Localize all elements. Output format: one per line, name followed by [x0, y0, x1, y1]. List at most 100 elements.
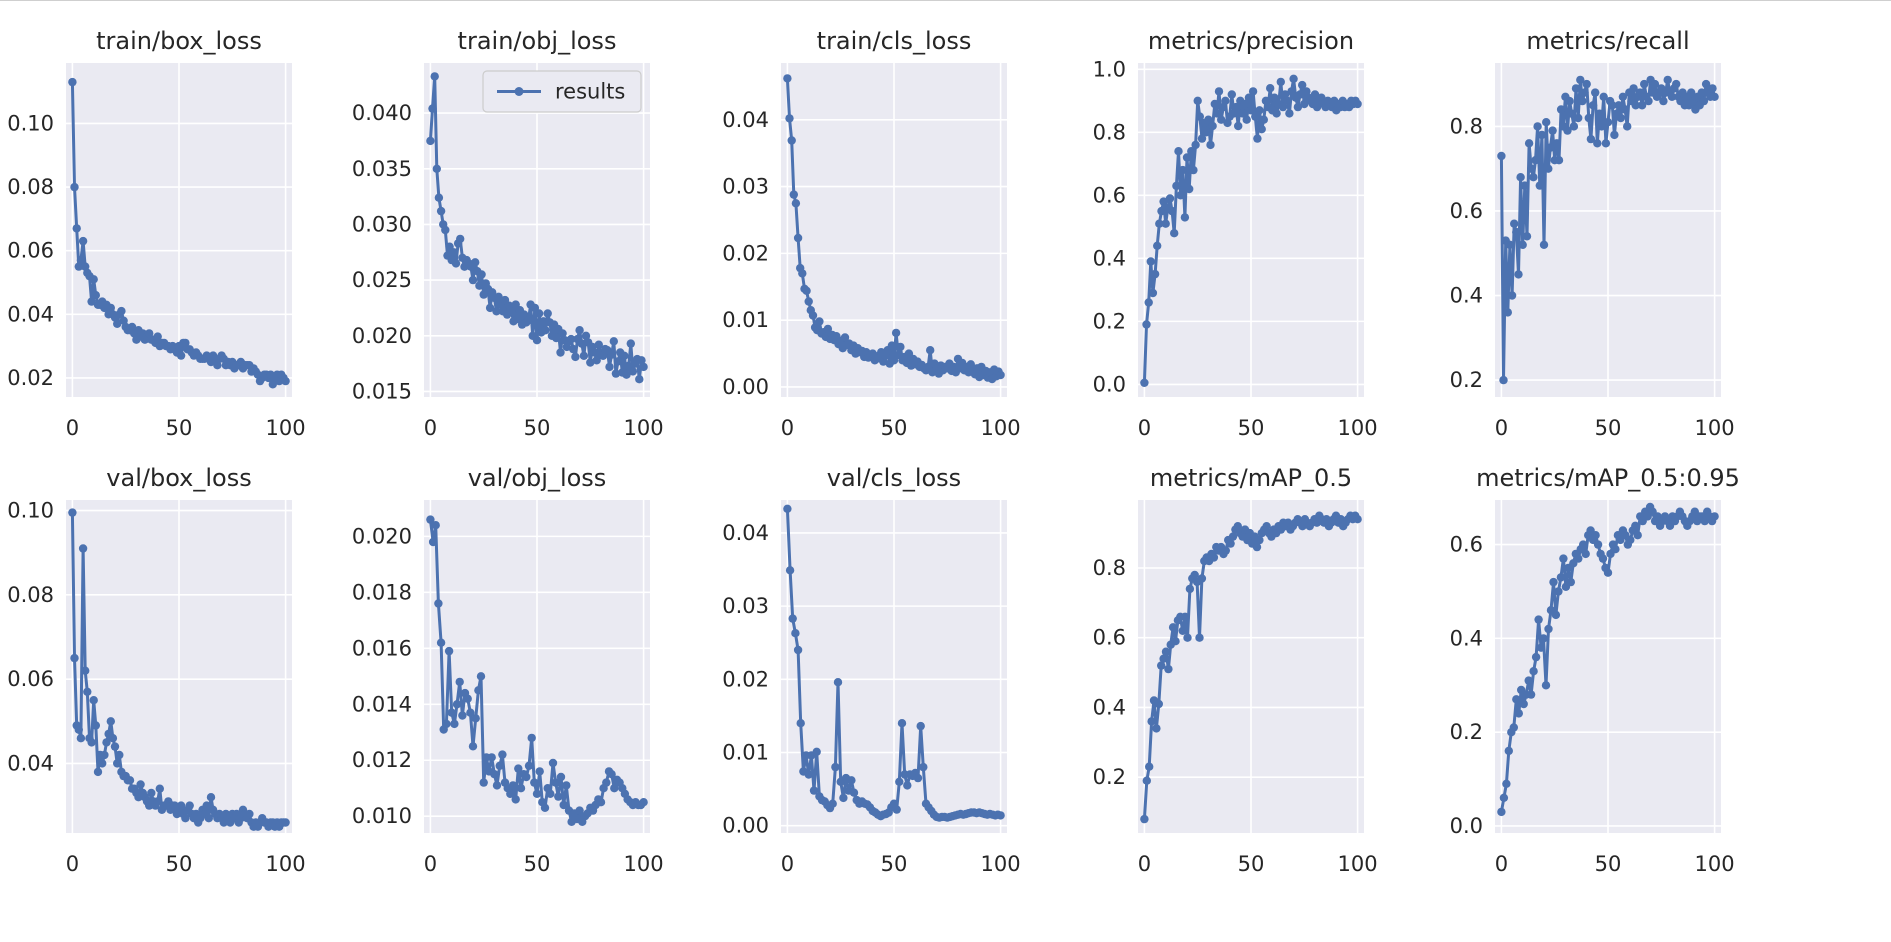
y-tick-label: 0.10 — [7, 499, 54, 523]
data-point — [1183, 633, 1192, 642]
data-point — [136, 332, 145, 341]
data-point — [633, 354, 642, 364]
data-point — [895, 777, 904, 786]
data-point — [268, 818, 277, 827]
x-tick-label: 100 — [981, 852, 1021, 876]
data-point — [1327, 518, 1336, 527]
legend-box — [482, 70, 642, 113]
data-point — [853, 344, 862, 353]
data-point — [100, 303, 109, 313]
data-point — [234, 818, 243, 827]
data-point — [1167, 206, 1177, 216]
x-tick-label: 0 — [424, 852, 437, 876]
data-point — [820, 797, 829, 806]
data-point — [1700, 516, 1709, 526]
data-point — [1303, 518, 1312, 527]
data-point — [206, 357, 216, 367]
y-tick-label: 0.4 — [1093, 246, 1126, 270]
data-point — [442, 719, 451, 729]
y-tick-label: 0.8 — [1093, 120, 1126, 144]
data-point — [962, 362, 971, 372]
data-point — [281, 818, 290, 827]
data-point — [935, 813, 944, 822]
data-point — [436, 206, 446, 216]
data-point — [255, 818, 265, 827]
data-point — [1638, 516, 1647, 526]
data-point — [979, 370, 988, 380]
data-point — [1341, 518, 1350, 527]
data-point — [620, 351, 629, 360]
y-tick-label: 0.0 — [1093, 372, 1126, 396]
data-point — [530, 778, 539, 787]
data-point — [172, 348, 182, 357]
data-point — [801, 751, 811, 760]
data-point — [1221, 546, 1231, 555]
data-point — [172, 809, 182, 819]
data-point — [447, 708, 456, 717]
data-point — [1652, 92, 1662, 102]
data-point — [200, 809, 209, 819]
data-point — [104, 310, 113, 319]
data-point — [898, 356, 907, 365]
data-point — [1605, 96, 1615, 106]
data-point — [185, 801, 194, 810]
data-point — [1703, 507, 1712, 516]
data-point — [851, 349, 860, 358]
data-point — [823, 801, 832, 810]
data-point — [479, 290, 488, 299]
data-point — [481, 279, 490, 288]
data-point — [1188, 574, 1197, 583]
data-point — [1325, 99, 1335, 109]
data-point — [81, 666, 90, 675]
data-point — [125, 776, 135, 785]
data-point — [1305, 522, 1314, 531]
data-point — [947, 366, 956, 376]
data-point — [1161, 219, 1170, 228]
data-point — [847, 346, 856, 355]
data-point — [868, 349, 877, 358]
data-point — [921, 366, 931, 375]
data-point — [1665, 88, 1675, 97]
data-point — [183, 345, 192, 354]
data-point — [251, 367, 260, 376]
data-point — [1514, 709, 1524, 718]
data-point — [1539, 634, 1548, 643]
data-point — [272, 818, 282, 827]
data-point — [183, 805, 192, 814]
data-point — [807, 751, 816, 760]
data-point — [495, 761, 504, 770]
data-point — [562, 781, 571, 790]
data-point — [953, 810, 963, 819]
data-point — [1706, 92, 1715, 102]
data-point — [849, 788, 859, 797]
data-point — [1231, 102, 1241, 112]
data-point — [1655, 88, 1664, 97]
data-point — [121, 322, 130, 332]
data-point — [1623, 122, 1632, 131]
data-point — [788, 614, 797, 623]
data-point — [181, 338, 190, 348]
data-point — [973, 364, 982, 373]
data-point — [613, 357, 623, 366]
data-point — [149, 335, 158, 344]
data-point — [277, 370, 286, 379]
data-point — [1627, 96, 1636, 106]
data-point — [828, 330, 837, 340]
data-point — [1332, 106, 1341, 115]
data-point — [1190, 570, 1199, 580]
data-point — [1531, 156, 1540, 165]
y-tick-label: 0.06 — [7, 667, 54, 691]
data-point — [966, 360, 975, 369]
data-point — [247, 367, 256, 376]
data-point — [436, 638, 446, 647]
data-point — [1195, 112, 1205, 121]
data-point — [1168, 623, 1178, 632]
data-point — [1306, 96, 1315, 106]
data-point — [1322, 515, 1331, 524]
data-point — [836, 777, 845, 786]
data-point — [1304, 93, 1313, 102]
data-point — [462, 255, 471, 265]
data-point — [1202, 553, 1211, 562]
series-line — [1142, 77, 1359, 383]
